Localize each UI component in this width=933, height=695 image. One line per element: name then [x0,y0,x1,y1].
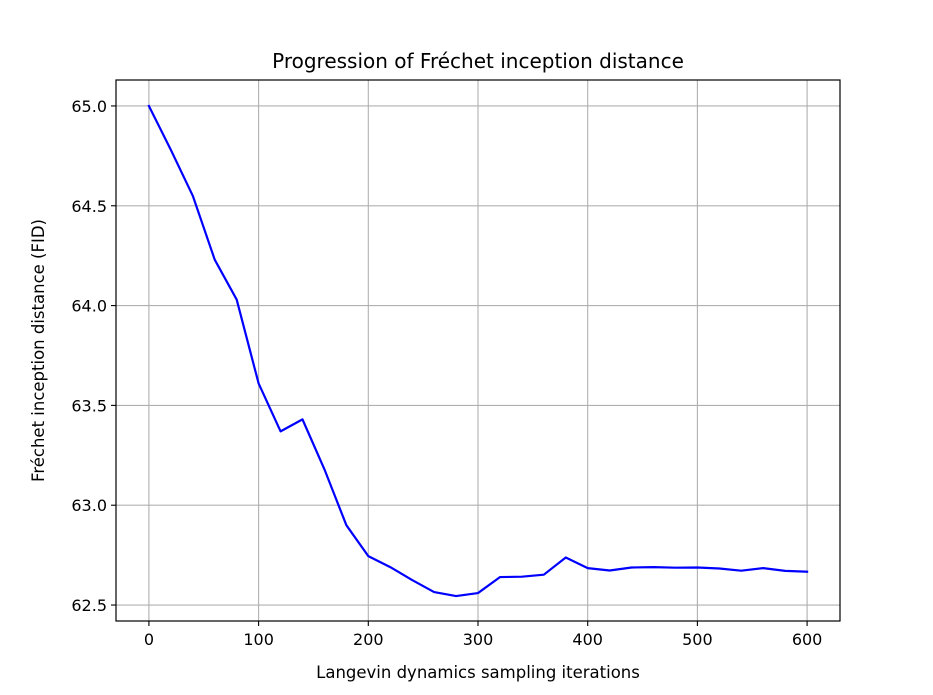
y-tick-label: 65.0 [71,97,107,116]
x-tick-label: 300 [463,630,494,649]
x-tick-label: 0 [144,630,154,649]
y-tick-label: 64.0 [71,297,107,316]
x-tick-label: 600 [792,630,823,649]
x-tick-label: 400 [572,630,603,649]
x-tick-label: 200 [353,630,384,649]
chart-title: Progression of Fréchet inception distanc… [272,49,684,73]
y-axis-label: Fréchet inception distance (FID) [29,219,48,482]
grid-lines [116,80,840,621]
x-axis-label: Langevin dynamics sampling iterations [316,663,640,682]
axis-ticks: 0 100 200 300 400 500 600 62.5 63.0 63.5 64.0 64.5 6… [71,97,822,649]
x-tick-label: 500 [682,630,713,649]
y-tick-label: 64.5 [71,197,107,216]
series-lines [147,104,809,598]
y-tick-label: 63.0 [71,496,107,515]
x-tick-label: 100 [243,630,274,649]
fid-series-line [147,104,809,598]
y-tick-label: 63.5 [71,396,107,415]
y-tick-label: 62.5 [71,596,107,615]
